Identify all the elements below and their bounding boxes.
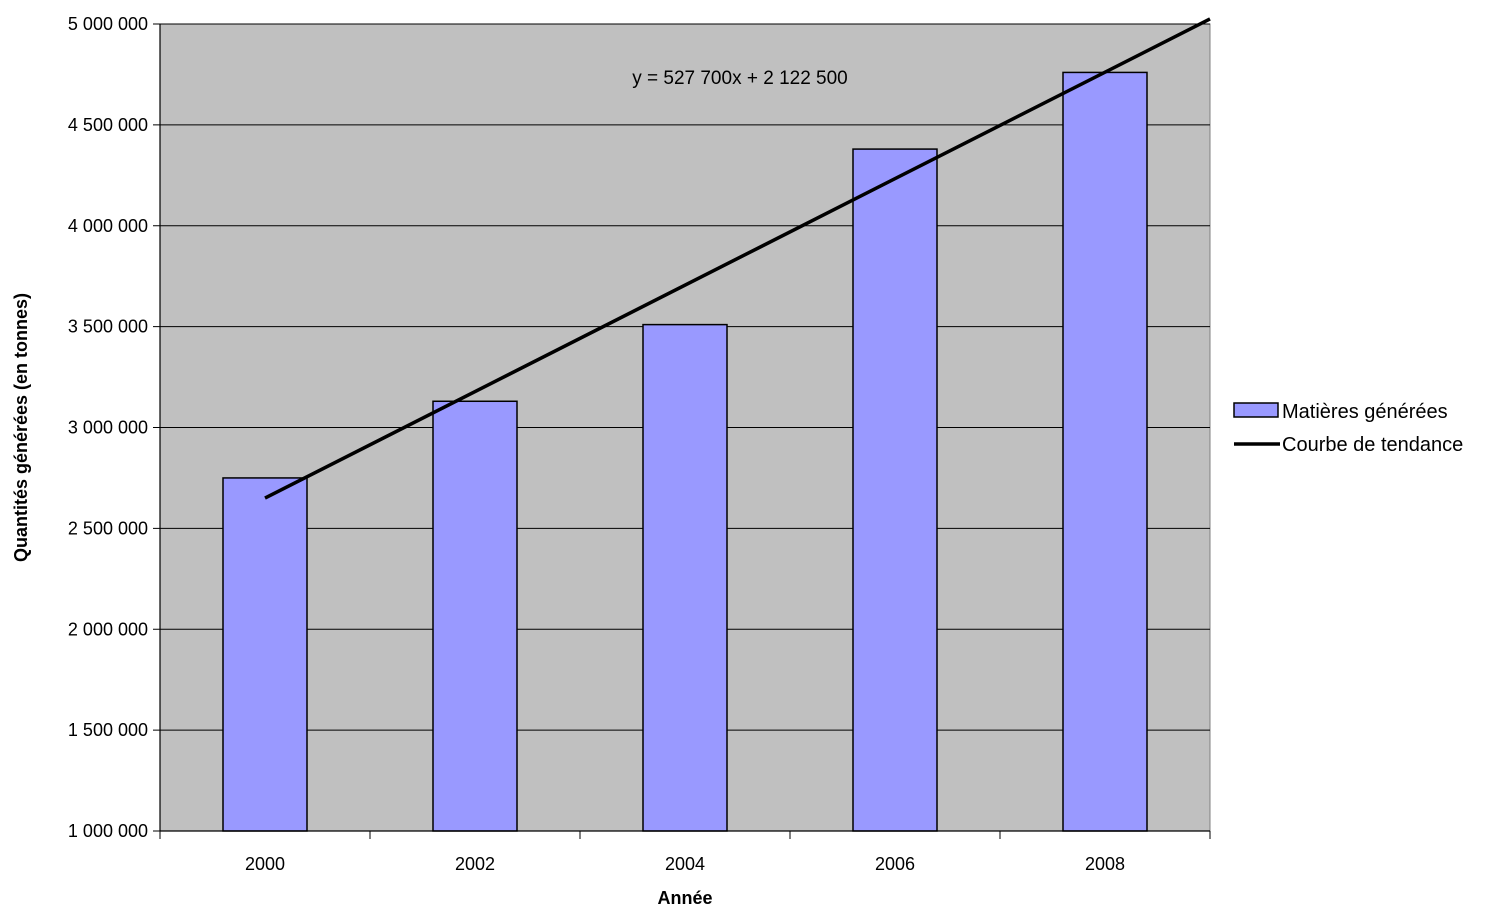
legend: Matières générées Courbe de tendance [1225,390,1485,462]
x-tick-label: 2004 [665,854,705,874]
y-tick-label: 4 500 000 [68,115,148,135]
legend-label-trendline: Courbe de tendance [1282,434,1463,456]
x-tick-label: 2002 [455,854,495,874]
y-tick-label: 2 500 000 [68,518,148,538]
legend-swatch-bars [1233,402,1279,418]
trendline [264,17,1211,500]
y-axis-title: Quantités générées (en tonnes) [11,293,31,562]
bar-2008 [1062,71,1148,832]
y-tick-label: 4 000 000 [68,216,148,236]
bar-2000 [222,477,308,832]
bars-layer [222,71,1148,832]
bar-2004 [642,323,728,832]
x-tick-label: 2000 [245,854,285,874]
bar-2002 [432,400,518,832]
x-tick-label: 2008 [1085,854,1125,874]
y-tick-label: 5 000 000 [68,14,148,34]
y-tick-label: 3 500 000 [68,317,148,337]
legend-label-bars: Matières générées [1282,401,1448,423]
trendline-layer [264,17,1211,500]
x-tick-label: 2006 [875,854,915,874]
y-tick-label: 2 000 000 [68,619,148,639]
y-tick-label: 1 500 000 [68,720,148,740]
ticks-layer: 1 000 000 1 500 000 2 000 000 2 500 000 3 00… [68,14,1211,874]
trendline-equation: y = 527 700x + 2 122 500 [632,68,848,89]
bar-2006 [852,148,938,832]
x-axis-title: Année [657,888,712,908]
y-tick-label: 1 000 000 [68,821,148,841]
y-tick-label: 3 000 000 [68,418,148,438]
